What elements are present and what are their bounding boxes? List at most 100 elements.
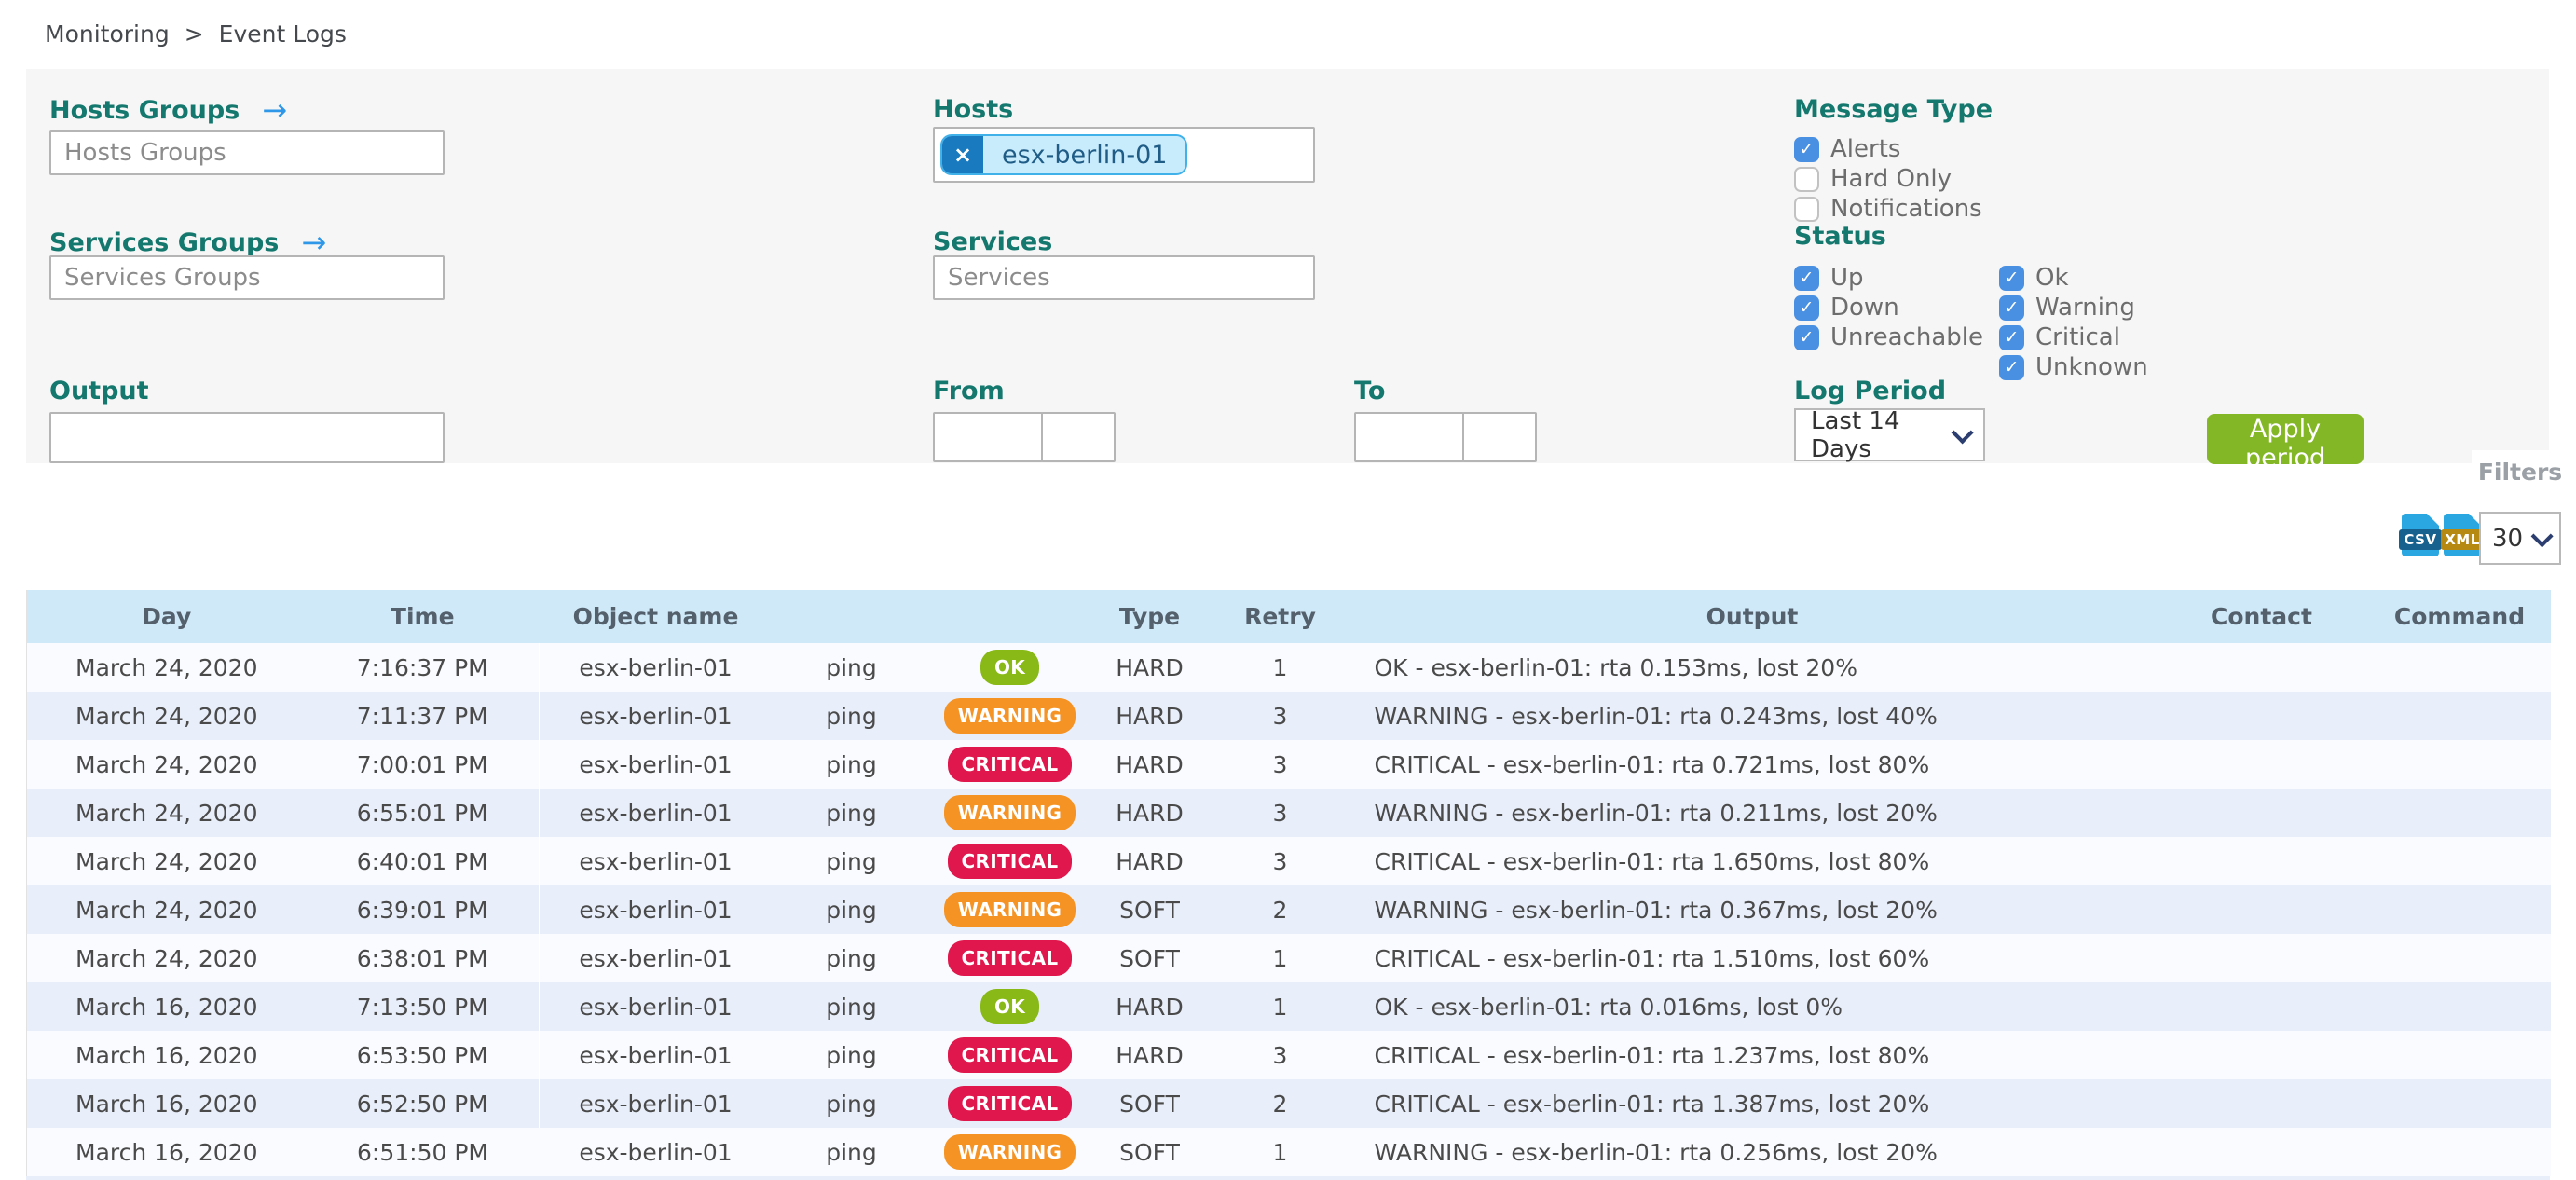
cell-state-type: SOFT <box>1119 896 1180 924</box>
hosts-groups-label-text: Hosts Groups <box>49 95 240 125</box>
cell-service[interactable]: ping <box>826 1090 877 1118</box>
cell-command <box>2369 692 2551 740</box>
status-host-options: Up Down Unreachable <box>1794 263 1983 352</box>
hosts-groups-input[interactable] <box>49 130 445 175</box>
checkbox[interactable] <box>1794 136 1819 162</box>
cell-service[interactable]: ping <box>826 944 877 972</box>
cell-service[interactable]: ping <box>826 1041 877 1069</box>
cell-contact <box>2155 885 2369 934</box>
arrow-right-icon[interactable]: → <box>262 92 288 128</box>
output-input[interactable] <box>49 412 445 463</box>
status-service-options: Ok Warning Critical Unknown <box>1999 263 2148 382</box>
page-size-select[interactable]: 30 <box>2479 512 2561 565</box>
export-csv-icon[interactable]: CSV <box>2399 514 2442 556</box>
arrow-right-icon[interactable]: → <box>301 225 327 260</box>
column-header-time[interactable]: Time <box>306 590 540 643</box>
cell-object-name[interactable]: esx-berlin-01 <box>579 750 733 778</box>
column-header-retry[interactable]: Retry <box>1210 590 1350 643</box>
cell-object-name[interactable]: esx-berlin-01 <box>579 944 733 972</box>
cell-service[interactable]: ping <box>826 993 877 1021</box>
cell-object-name[interactable]: esx-berlin-01 <box>579 1041 733 1069</box>
cell-object-name[interactable]: esx-berlin-01 <box>579 993 733 1021</box>
checkbox-row[interactable]: Alerts <box>1794 134 1982 164</box>
checkbox-row[interactable]: Warning <box>1999 293 2148 322</box>
cell-output: CRITICAL - esx-berlin-01: rta 1.650ms, l… <box>1374 847 1930 875</box>
checkbox[interactable] <box>1794 265 1819 291</box>
checkbox-label: Down <box>1830 294 1899 322</box>
column-header-object-name[interactable]: Object name <box>539 590 773 643</box>
cell-service[interactable]: ping <box>826 1138 877 1166</box>
breadcrumb-item-event-logs: Event Logs <box>218 21 347 48</box>
cell-service[interactable]: ping <box>826 750 877 778</box>
column-header-type[interactable]: Type <box>1089 590 1211 643</box>
filters-tab[interactable]: Filters <box>2472 450 2569 493</box>
checkbox-row[interactable]: Unknown <box>1999 352 2148 382</box>
column-header-day[interactable]: Day <box>26 590 307 643</box>
cell-object-name[interactable]: esx-berlin-01 <box>579 1090 733 1118</box>
cell-day: March 24, 2020 <box>75 799 258 827</box>
from-time-input[interactable] <box>1041 412 1116 462</box>
from-date-input[interactable] <box>933 412 1043 462</box>
checkbox-row[interactable]: Notifications <box>1794 194 1982 224</box>
cell-status: CRITICAL <box>931 740 1089 789</box>
checkbox[interactable] <box>1794 166 1819 192</box>
checkbox-row[interactable]: Down <box>1794 293 1983 322</box>
cell-service[interactable]: ping <box>826 896 877 924</box>
checkbox[interactable] <box>1794 324 1819 350</box>
cell-object-name[interactable]: esx-berlin-01 <box>579 799 733 827</box>
output-label: Output <box>49 377 149 405</box>
checkbox-label: Critical <box>2035 323 2120 351</box>
cell-status: WARNING <box>931 1128 1089 1176</box>
status-badge: CRITICAL <box>947 844 1073 879</box>
cell-service[interactable]: ping <box>826 799 877 827</box>
column-header-service <box>772 590 931 643</box>
checkbox-row[interactable]: Critical <box>1999 322 2148 352</box>
column-header-command[interactable]: Command <box>2368 590 2551 643</box>
cell-contact <box>2155 643 2369 692</box>
cell-day: March 16, 2020 <box>75 1138 258 1166</box>
column-header-contact[interactable]: Contact <box>2154 590 2369 643</box>
checkbox-row[interactable]: Up <box>1794 263 1983 293</box>
checkbox[interactable] <box>1999 295 2024 321</box>
checkbox-row[interactable]: Unreachable <box>1794 322 1983 352</box>
cell-object-name[interactable]: esx-berlin-01 <box>579 896 733 924</box>
remove-tag-icon[interactable]: × <box>942 136 983 173</box>
log-period-select[interactable]: Last 14 Days <box>1794 407 1985 463</box>
cell-day: March 24, 2020 <box>75 847 258 875</box>
export-xml-icon[interactable]: XML <box>2441 514 2484 556</box>
services-groups-input[interactable] <box>49 255 445 300</box>
cell-status: WARNING <box>931 692 1089 740</box>
checkbox-row[interactable]: Ok <box>1999 263 2148 293</box>
partial-next-row <box>26 1176 2550 1180</box>
to-time-input[interactable] <box>1462 412 1537 462</box>
cell-retry: 3 <box>1272 702 1288 730</box>
checkbox-label: Warning <box>2035 294 2135 322</box>
from-label: From <box>933 377 1005 405</box>
cell-service[interactable]: ping <box>826 847 877 875</box>
cell-object-name[interactable]: esx-berlin-01 <box>579 653 733 681</box>
cell-service[interactable]: ping <box>826 653 877 681</box>
cell-day: March 16, 2020 <box>75 1090 258 1118</box>
cell-time: 7:13:50 PM <box>356 993 488 1021</box>
cell-day: March 24, 2020 <box>75 944 258 972</box>
cell-object-name[interactable]: esx-berlin-01 <box>579 847 733 875</box>
checkbox[interactable] <box>1999 265 2024 291</box>
cell-retry: 3 <box>1272 799 1288 827</box>
column-header-output[interactable]: Output <box>1350 590 2155 643</box>
hosts-input[interactable]: × esx-berlin-01 <box>933 127 1315 183</box>
checkbox[interactable] <box>1794 295 1819 321</box>
cell-object-name[interactable]: esx-berlin-01 <box>579 1138 733 1166</box>
to-date-input[interactable] <box>1354 412 1464 462</box>
cell-object-name[interactable]: esx-berlin-01 <box>579 702 733 730</box>
checkbox[interactable] <box>1794 196 1819 222</box>
checkbox[interactable] <box>1999 354 2024 380</box>
apply-period-button[interactable]: Apply period <box>2207 414 2364 473</box>
table-row: March 16, 2020 6:52:50 PM esx-berlin-01 … <box>26 1079 2551 1128</box>
cell-service[interactable]: ping <box>826 702 877 730</box>
services-input[interactable] <box>933 255 1315 300</box>
checkbox-row[interactable]: Hard Only <box>1794 164 1982 194</box>
breadcrumb-item-monitoring[interactable]: Monitoring <box>45 21 170 48</box>
checkbox[interactable] <box>1999 324 2024 350</box>
cell-status: CRITICAL <box>931 1031 1089 1079</box>
cell-day: March 24, 2020 <box>75 653 258 681</box>
